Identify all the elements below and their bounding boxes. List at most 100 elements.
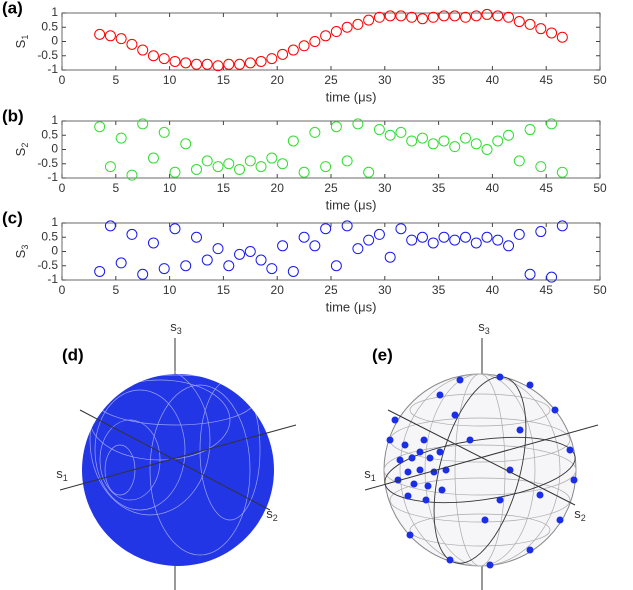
point <box>341 155 353 167</box>
point <box>513 155 525 167</box>
point <box>524 124 536 136</box>
point <box>449 10 461 22</box>
point <box>201 58 213 70</box>
x-tick-label: 25 <box>324 181 338 195</box>
symbol-subscript: 1 <box>371 473 376 483</box>
point <box>244 246 256 257</box>
axis-symbol: s2 <box>574 506 586 523</box>
x-tick-label: 0 <box>59 181 66 195</box>
symbol-letter: s <box>364 466 371 481</box>
y-tick-label: 0 <box>51 34 58 48</box>
point <box>427 138 439 150</box>
point <box>341 220 353 232</box>
axis-symbol: s2 <box>266 506 278 523</box>
point <box>180 260 192 272</box>
point <box>255 161 267 173</box>
point <box>266 152 278 164</box>
point <box>524 268 536 280</box>
x-tick-label: 45 <box>540 73 554 87</box>
axis-line <box>387 409 576 506</box>
point <box>298 166 310 178</box>
point <box>287 135 299 147</box>
point <box>373 124 385 136</box>
x-tick-label: 35 <box>432 283 446 297</box>
point <box>137 268 149 280</box>
x-tick-label: 30 <box>378 73 392 87</box>
point <box>546 27 558 39</box>
symbol-subscript: 3 <box>20 245 30 250</box>
x-tick-label: 10 <box>163 181 177 195</box>
point <box>416 231 428 243</box>
symbol-letter: s <box>266 506 273 521</box>
point <box>223 158 235 170</box>
symbol-letter: s <box>574 506 581 521</box>
point <box>169 223 181 235</box>
point <box>481 231 493 243</box>
y-tick-label: 0.5 <box>41 229 58 243</box>
point <box>416 132 428 144</box>
x-tick-label: 50 <box>593 73 607 87</box>
point <box>309 36 321 47</box>
panel-label: (b) <box>2 106 24 125</box>
plot-frame <box>61 12 601 71</box>
point <box>416 13 428 25</box>
x-tick-label: 20 <box>271 283 285 297</box>
point <box>94 265 106 277</box>
y-tick-label: 1 <box>51 5 58 19</box>
point <box>126 38 138 50</box>
x-tick-label: 25 <box>324 283 338 297</box>
point <box>492 135 504 147</box>
x-axis-label: time (μs) <box>326 197 377 212</box>
point <box>180 138 192 150</box>
point <box>373 228 385 240</box>
point <box>556 220 568 232</box>
point <box>115 132 127 144</box>
panel-label: (c) <box>2 208 23 227</box>
point <box>406 11 418 23</box>
point <box>535 226 547 238</box>
sphere-d <box>59 338 297 590</box>
sphere-grid <box>383 373 577 567</box>
y-tick-label: -1 <box>47 170 58 184</box>
symbol-subscript: 1 <box>20 35 30 40</box>
point <box>481 144 493 155</box>
x-tick-label: 20 <box>271 181 285 195</box>
x-axis-label: time (μs) <box>326 299 377 314</box>
symbol-subscript: 3 <box>177 326 182 336</box>
x-tick-label: 25 <box>324 73 338 87</box>
point <box>212 243 224 255</box>
plot-frame <box>61 120 601 179</box>
point <box>449 234 461 246</box>
point <box>363 166 375 178</box>
plot-frame <box>61 222 601 281</box>
symbol-subscript: 1 <box>63 473 68 483</box>
point <box>384 10 396 22</box>
point <box>438 135 450 147</box>
point <box>137 118 149 130</box>
point <box>363 14 375 26</box>
point <box>438 231 450 243</box>
point <box>277 158 289 170</box>
x-tick-label: 50 <box>593 283 607 297</box>
point <box>320 161 332 173</box>
y-tick-label: 1 <box>51 215 58 229</box>
point <box>470 138 482 150</box>
point <box>169 166 181 178</box>
point <box>492 234 504 246</box>
point <box>115 257 127 269</box>
x-tick-label: 40 <box>486 73 500 87</box>
sphere-body <box>82 374 274 566</box>
point <box>320 30 332 42</box>
x-tick-label: 40 <box>486 181 500 195</box>
point <box>201 155 213 167</box>
point <box>438 10 450 22</box>
point <box>352 18 364 30</box>
symbol-letter: S <box>13 39 28 48</box>
point <box>427 237 439 249</box>
x-tick-label: 5 <box>112 73 119 87</box>
point <box>191 231 202 243</box>
axis-symbol: S3 <box>13 245 30 259</box>
y-tick-label: 0 <box>51 142 58 156</box>
point <box>191 58 202 70</box>
